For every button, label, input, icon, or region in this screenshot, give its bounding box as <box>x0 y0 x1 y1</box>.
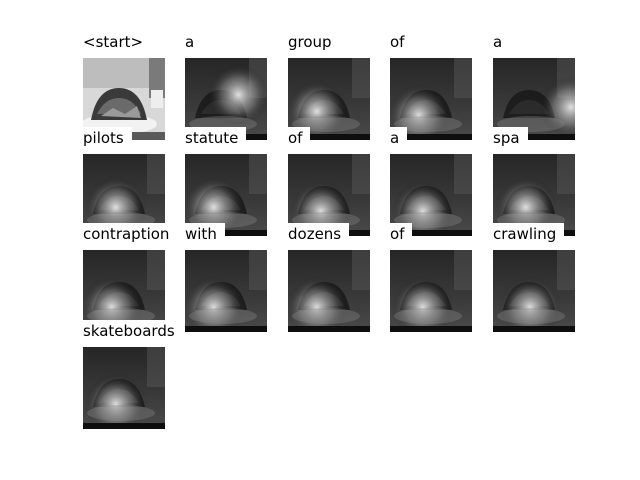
panel-word-label: group <box>288 31 340 52</box>
panel-word-label: of <box>288 127 311 148</box>
attention-map-image <box>493 250 575 332</box>
panel-word-label: statute <box>185 127 247 148</box>
attention-map-image <box>493 154 575 236</box>
panel-word-label: of <box>390 223 413 244</box>
attention-map-image <box>288 250 370 332</box>
panel-word-label: spa <box>493 127 528 148</box>
attention-map-image <box>390 250 472 332</box>
attention-panel: <start> <box>83 31 165 140</box>
attention-panel: a <box>493 31 575 140</box>
attention-panel: dozens <box>288 223 370 332</box>
attention-panel: crawling <box>493 223 575 332</box>
panel-word-label: a <box>390 127 408 148</box>
panel-word-label: with <box>185 223 225 244</box>
attention-panel: group <box>288 31 370 140</box>
panel-word-label: crawling <box>493 223 565 244</box>
attention-map-image <box>493 58 575 140</box>
attention-panel: pilots <box>83 127 165 236</box>
attention-map-image <box>288 154 370 236</box>
attention-panel: a <box>390 127 472 236</box>
panel-word-label: of <box>390 31 413 52</box>
panel-word-label: a <box>185 31 203 52</box>
attention-map-image <box>185 250 267 332</box>
attention-panel: skateboards <box>83 320 183 429</box>
attention-map-image <box>83 250 165 332</box>
panel-word-label: pilots <box>83 127 132 148</box>
attention-map-image <box>390 154 472 236</box>
panel-word-label: a <box>493 31 511 52</box>
attention-map-image <box>390 58 472 140</box>
panel-word-label: skateboards <box>83 320 183 341</box>
attention-panel: spa <box>493 127 575 236</box>
attention-map-image <box>83 347 165 429</box>
original-image <box>83 58 165 140</box>
attention-panel: with <box>185 223 267 332</box>
attention-panel: of <box>288 127 370 236</box>
panel-word-label: <start> <box>83 31 152 52</box>
attention-map-image <box>83 154 165 236</box>
attention-panel: statute <box>185 127 267 236</box>
attention-panel: of <box>390 223 472 332</box>
attention-map-image <box>288 58 370 140</box>
attention-panel: of <box>390 31 472 140</box>
panel-word-label: contraption <box>83 223 178 244</box>
attention-panel: contraption <box>83 223 178 332</box>
attention-map-image <box>185 154 267 236</box>
panel-word-label: dozens <box>288 223 350 244</box>
